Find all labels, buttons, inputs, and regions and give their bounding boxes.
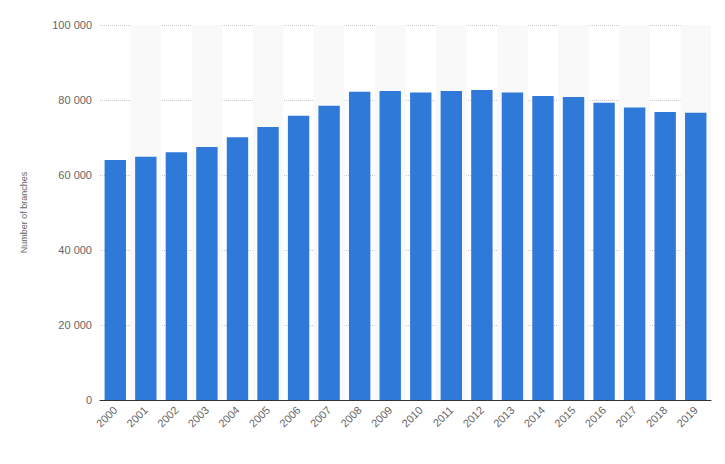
svg-text:20 000: 20 000 — [58, 319, 92, 331]
svg-text:2019: 2019 — [674, 404, 700, 430]
svg-text:60 000: 60 000 — [58, 169, 92, 181]
svg-text:2004: 2004 — [216, 404, 242, 430]
svg-text:80 000: 80 000 — [58, 94, 92, 106]
svg-text:2011: 2011 — [430, 404, 455, 429]
svg-text:2014: 2014 — [521, 404, 547, 430]
svg-text:2015: 2015 — [552, 404, 578, 430]
svg-text:2012: 2012 — [460, 404, 486, 430]
svg-text:100 000: 100 000 — [52, 19, 92, 31]
svg-text:2007: 2007 — [308, 404, 334, 430]
svg-text:2016: 2016 — [583, 404, 609, 430]
svg-text:2001: 2001 — [124, 404, 150, 430]
svg-text:2017: 2017 — [613, 404, 639, 430]
svg-text:2005: 2005 — [247, 404, 273, 430]
svg-text:2010: 2010 — [399, 404, 425, 430]
svg-text:40 000: 40 000 — [58, 244, 92, 256]
svg-text:2018: 2018 — [644, 404, 670, 430]
svg-text:Number of branches: Number of branches — [19, 171, 29, 253]
svg-text:2013: 2013 — [491, 404, 517, 430]
svg-text:0: 0 — [86, 394, 92, 406]
svg-text:2002: 2002 — [155, 404, 181, 430]
svg-text:2009: 2009 — [369, 404, 395, 430]
svg-text:2008: 2008 — [338, 404, 364, 430]
svg-text:2000: 2000 — [94, 404, 120, 430]
svg-text:2003: 2003 — [185, 404, 211, 430]
svg-text:2006: 2006 — [277, 404, 303, 430]
